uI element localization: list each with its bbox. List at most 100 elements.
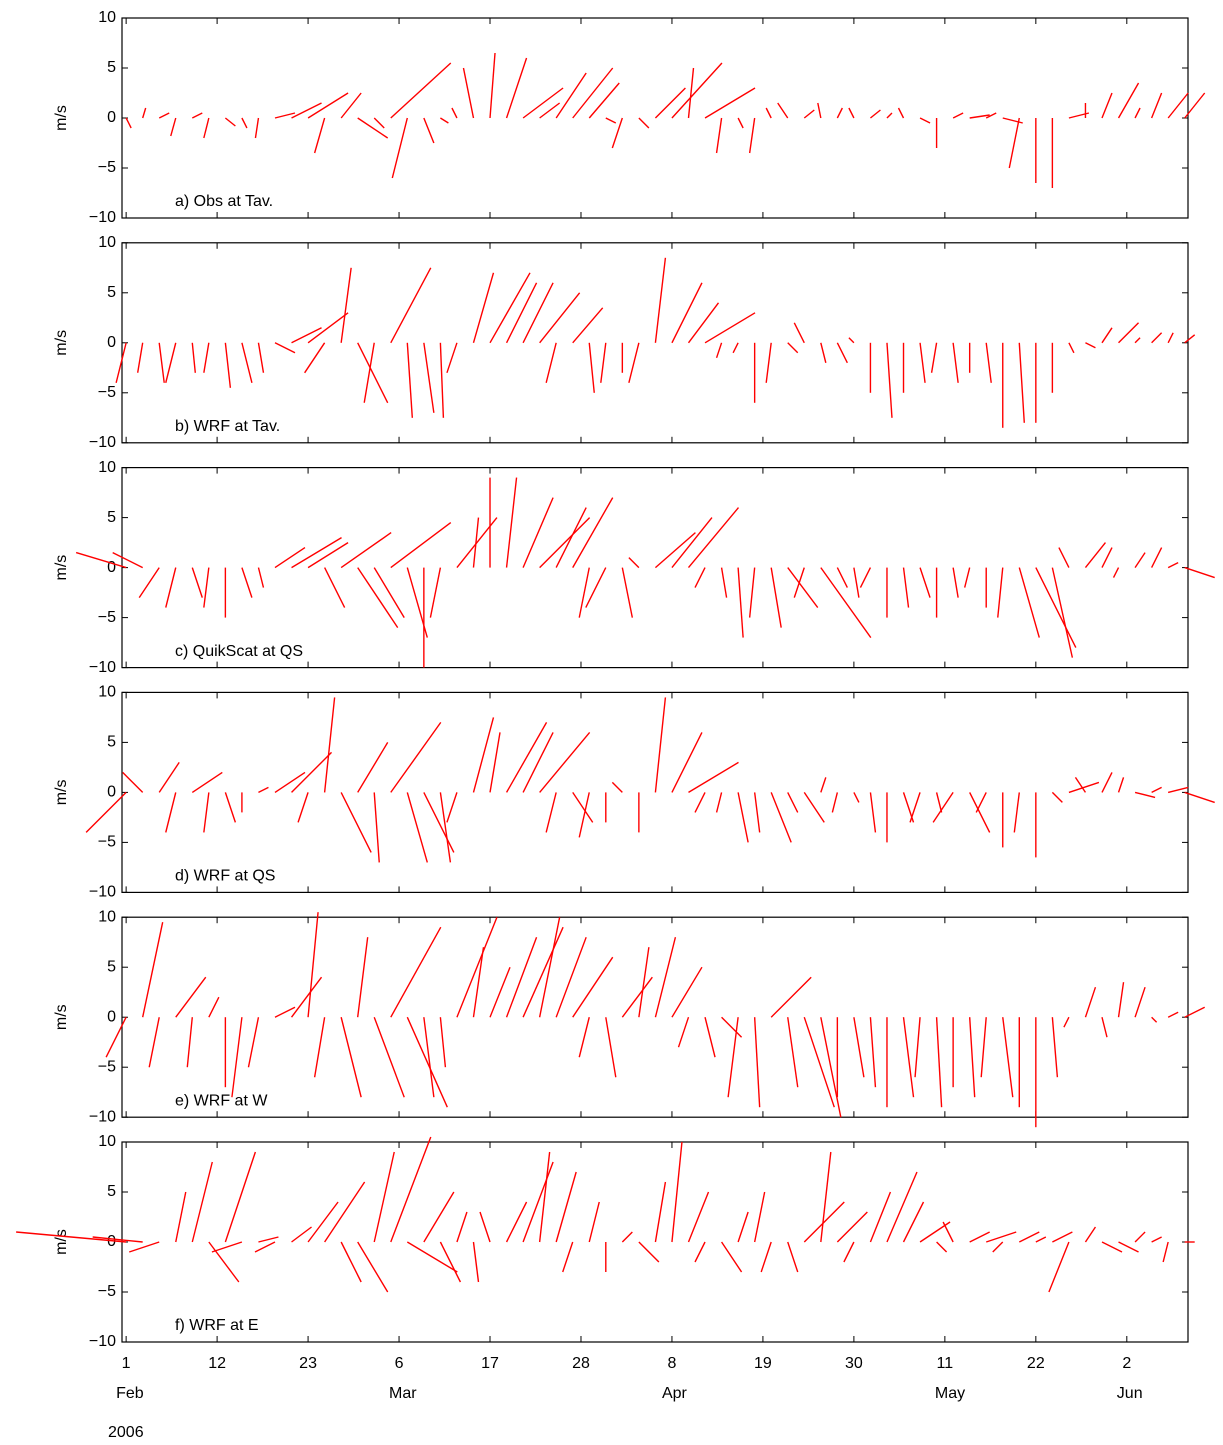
- wind-stick: [92, 1236, 143, 1243]
- wind-stick: [919, 342, 926, 383]
- panel-label: d) WRF at QS: [175, 868, 275, 885]
- wind-stick: [687, 1191, 710, 1243]
- wind-stick: [980, 1017, 987, 1078]
- wind-stick: [112, 551, 143, 569]
- wind-stick: [254, 117, 260, 139]
- wind-stick: [770, 792, 792, 843]
- wind-stick: [429, 567, 442, 618]
- wind-stick: [694, 1241, 706, 1263]
- wind-stick: [886, 112, 893, 119]
- wind-stick: [765, 107, 772, 119]
- wind-stick: [909, 792, 921, 823]
- wind-stick: [406, 792, 428, 863]
- wind-stick: [588, 342, 595, 393]
- wind-stick: [611, 117, 623, 149]
- wind-stick: [1150, 547, 1163, 568]
- wind-stick: [258, 1236, 279, 1243]
- wind-stick: [406, 1241, 458, 1273]
- x-tick-label: 22: [1027, 1355, 1045, 1372]
- wind-stick: [803, 109, 815, 119]
- wind-stick: [836, 107, 843, 119]
- plot-frame: [121, 17, 1189, 219]
- wind-stick: [472, 717, 495, 793]
- wind-stick: [843, 1241, 855, 1263]
- wind-stick: [291, 102, 322, 119]
- wind-stick: [1118, 322, 1140, 344]
- wind-stick: [247, 1017, 260, 1068]
- wind-stick: [254, 1241, 276, 1253]
- wind-stick: [848, 107, 855, 119]
- y-tick-label: 5: [107, 1183, 116, 1200]
- wind-stick: [522, 497, 554, 568]
- wind-stick: [787, 567, 819, 609]
- wind-stick: [373, 117, 385, 129]
- wind-stick: [737, 117, 744, 129]
- wind-stick: [704, 312, 756, 344]
- wind-stick: [165, 342, 177, 383]
- month-label: May: [935, 1385, 965, 1402]
- x-tick-label: 11: [937, 1355, 954, 1372]
- wind-stick: [578, 1017, 590, 1058]
- x-tick-label: 8: [668, 1355, 677, 1372]
- wind-stick: [231, 1017, 243, 1098]
- wind-stick: [765, 342, 772, 383]
- y-tick-label: 0: [107, 109, 116, 126]
- wind-stick: [859, 567, 872, 588]
- y-tick-label: −10: [89, 209, 116, 226]
- y-tick-label: 10: [98, 1133, 116, 1150]
- wind-stick: [340, 92, 362, 119]
- wind-stick: [142, 107, 147, 119]
- wind-stick: [138, 567, 160, 598]
- wind-stick: [191, 112, 203, 119]
- wind-stick: [75, 551, 127, 569]
- y-axis-label: m/s: [53, 105, 70, 131]
- wind-stick: [975, 792, 987, 813]
- wind-stick: [489, 966, 511, 1018]
- wind-stick: [208, 1241, 240, 1283]
- y-tick-label: −5: [98, 1058, 116, 1075]
- wind-stick: [886, 1171, 918, 1243]
- wind-stick: [304, 342, 326, 374]
- wind-stick: [1167, 332, 1174, 344]
- wind-stick: [1101, 547, 1113, 568]
- wind-stick: [1117, 777, 1125, 793]
- wind-stick: [914, 1017, 921, 1078]
- wind-stick: [760, 1241, 772, 1273]
- wind-stick: [539, 517, 591, 569]
- wind-stick: [186, 1017, 193, 1068]
- wind-stick: [820, 567, 872, 639]
- wind-stick: [985, 342, 992, 383]
- wind-stick: [704, 1017, 716, 1058]
- wind-stick: [793, 322, 805, 344]
- wind-stick: [158, 112, 170, 119]
- wind-stick: [291, 751, 333, 793]
- wind-stick: [687, 507, 740, 569]
- wind-stick: [274, 342, 296, 354]
- wind-stick: [1101, 1017, 1108, 1038]
- wind-stick: [621, 1231, 633, 1243]
- wind-stick: [952, 112, 964, 119]
- wind-stick: [1151, 1236, 1162, 1243]
- wind-stick: [446, 792, 458, 823]
- wind-stick: [203, 342, 210, 373]
- wind-stick: [848, 337, 855, 344]
- wind-stick: [165, 792, 177, 833]
- wind-stick: [489, 52, 496, 119]
- wind-stick: [357, 742, 389, 793]
- x-tick-label: 6: [395, 1355, 404, 1372]
- wind-stick: [1151, 332, 1163, 344]
- wind-stick: [423, 117, 435, 144]
- y-tick-label: 10: [98, 9, 116, 26]
- panel-label: f) WRF at E: [175, 1317, 259, 1334]
- wind-stick: [969, 1231, 990, 1243]
- wind-stick: [373, 1016, 405, 1098]
- wind-stick: [357, 1241, 389, 1293]
- y-tick-label: 0: [107, 784, 116, 801]
- wind-stick: [274, 112, 296, 119]
- wind-stick: [505, 477, 518, 568]
- x-tick-label: 30: [845, 1355, 863, 1372]
- wind-stick: [787, 1241, 799, 1273]
- wind-stick: [257, 342, 265, 373]
- wind-stick: [472, 272, 495, 343]
- y-tick-label: 0: [107, 1233, 116, 1250]
